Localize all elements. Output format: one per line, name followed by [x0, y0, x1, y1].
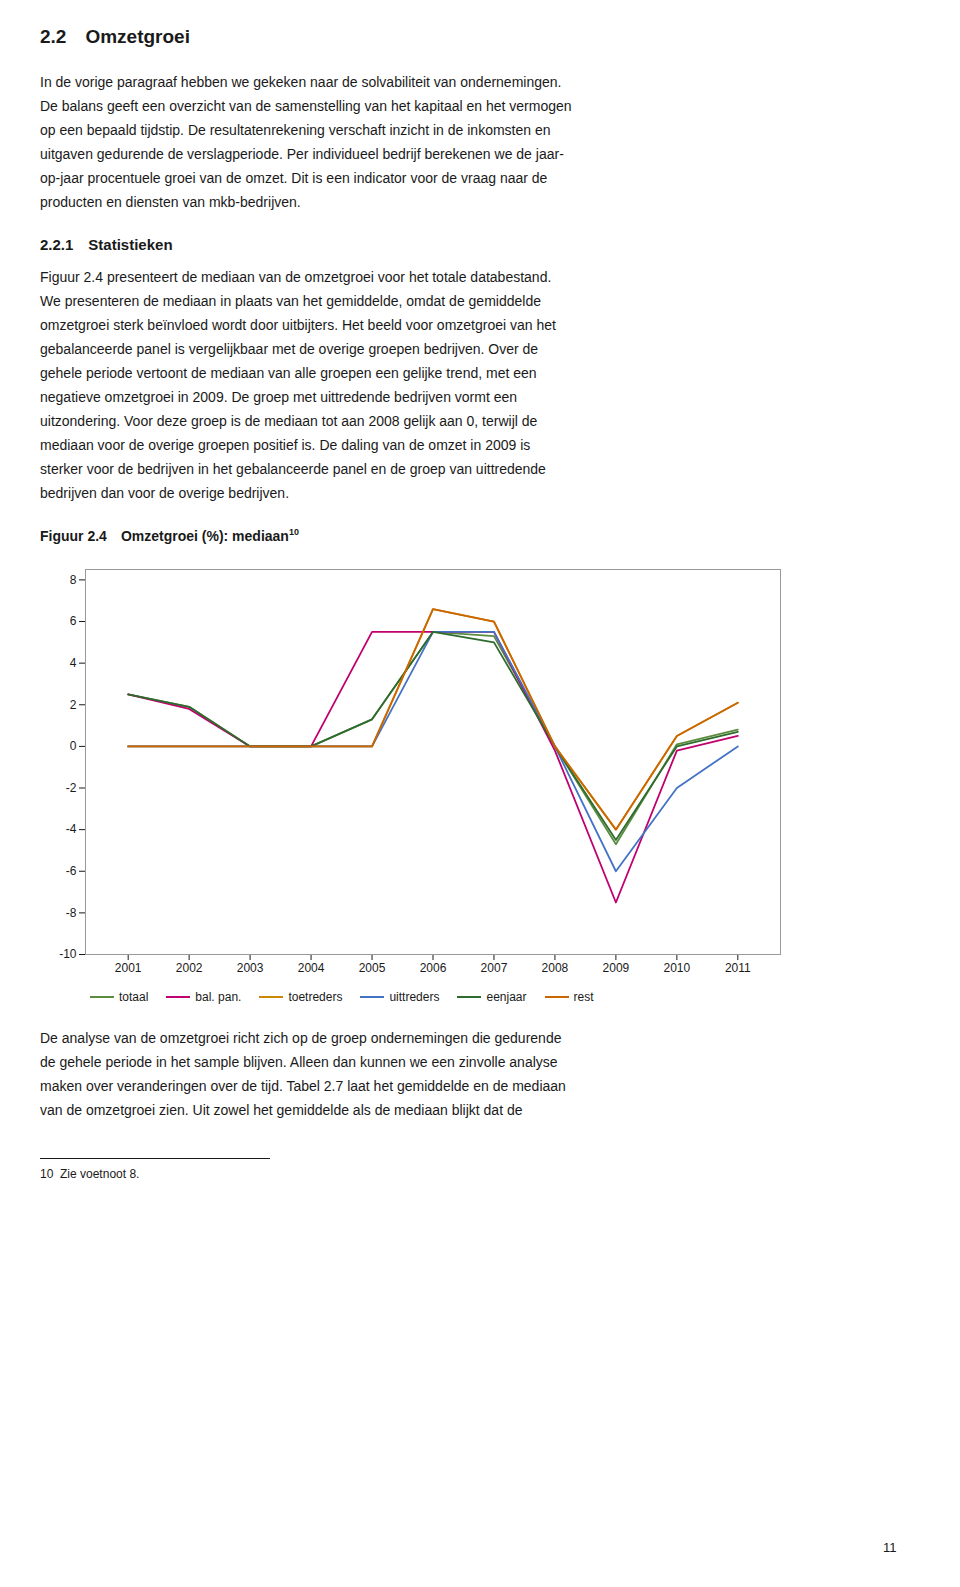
svg-text:2001: 2001 — [115, 961, 142, 975]
html-text:uittreders: uittreders — [389, 989, 440, 1004]
html-text:gebalanceerde panel is vergeli: gebalanceerde panel is vergelijkbaar met… — [40, 341, 539, 357]
svg-text:0: 0 — [70, 739, 77, 753]
html-text:op een bepaald tijdstip. De re: op een bepaald tijdstip. De resultatenre… — [40, 122, 551, 138]
svg-text:2010: 2010 — [664, 961, 691, 975]
html-text:We presenteren de mediaan in p: We presenteren de mediaan in plaats van … — [40, 293, 541, 309]
html-text:Figuur 2.4 Omzetgroei (%): med: Figuur 2.4 Omzetgroei (%): mediaan10 — [40, 527, 299, 544]
html-text:bedrijven dan voor de overige: bedrijven dan voor de overige bedrijven. — [40, 485, 289, 501]
svg-text:2005: 2005 — [359, 961, 386, 975]
html-text:mediaan voor de overige groepe: mediaan voor de overige groepen positief… — [40, 437, 531, 453]
html-text:van de omzetgroei zien. Uit zo: van de omzetgroei zien. Uit zowel het ge… — [40, 1101, 523, 1118]
html-text:uitzondering. Voor deze groep: uitzondering. Voor deze groep is de medi… — [40, 413, 538, 429]
svg-text:-6: -6 — [66, 864, 77, 878]
svg-text:2006: 2006 — [420, 961, 447, 975]
html-text:De balans geeft een overzicht: De balans geeft een overzicht van de sam… — [40, 98, 572, 114]
html-text:maken over veranderingen over: maken over veranderingen over de tijd. T… — [40, 1077, 566, 1094]
svg-text:2008: 2008 — [542, 961, 569, 975]
svg-text:2011: 2011 — [725, 961, 751, 975]
html-text:de gehele periode in het sampl: de gehele periode in het sample blijven.… — [40, 1053, 558, 1070]
html-text:11: 11 — [883, 1540, 897, 1555]
html-text:bal. pan.: bal. pan. — [195, 989, 242, 1004]
svg-text:-2: -2 — [66, 781, 77, 795]
html-text:toetreders: toetreders — [288, 989, 343, 1004]
html-text:uitgaven gedurende de verslagp: uitgaven gedurende de verslagperiode. Pe… — [40, 146, 564, 162]
html-text:op-jaar procentuele groei van: op-jaar procentuele groei van de omzet. … — [40, 170, 548, 186]
svg-text:2004: 2004 — [298, 961, 325, 975]
html-text:Figuur 2.4 presenteert de medi: Figuur 2.4 presenteert de mediaan van de… — [40, 269, 552, 285]
html-text:De analyse van de omzetgroei r: De analyse van de omzetgroei richt zich … — [40, 1029, 562, 1046]
svg-text:-10: -10 — [59, 947, 77, 961]
svg-text:2009: 2009 — [603, 961, 630, 975]
svg-text:8: 8 — [70, 572, 77, 586]
html-text:sterker voor de bedrijven in h: sterker voor de bedrijven in het gebalan… — [40, 461, 546, 477]
svg-text:2007: 2007 — [481, 961, 508, 975]
svg-text:-4: -4 — [66, 822, 77, 836]
html-text:10 Zie voetnoot 8.: 10 Zie voetnoot 8. — [40, 1166, 140, 1181]
html-text:totaal: totaal — [119, 989, 149, 1004]
html-text:negatieve omzetgroei in 2009.: negatieve omzetgroei in 2009. De groep m… — [40, 389, 518, 405]
svg-text:2002: 2002 — [176, 961, 203, 975]
html-text:2.2 Omzetgroei: 2.2 Omzetgroei — [40, 26, 190, 47]
svg-text:-8: -8 — [66, 905, 77, 919]
html-text:producten en diensten van mkb-: producten en diensten van mkb-bedrijven. — [40, 194, 301, 210]
html-text:rest: rest — [573, 989, 594, 1004]
html-text:eenjaar: eenjaar — [486, 989, 527, 1004]
svg-text:4: 4 — [70, 656, 77, 670]
html-text:omzetgroei sterk beïnvloed wor: omzetgroei sterk beïnvloed wordt door ui… — [40, 317, 556, 333]
html-text:In de vorige paragraaf hebben: In de vorige paragraaf hebben we gekeken… — [40, 74, 562, 90]
svg-text:2: 2 — [70, 697, 77, 711]
svg-text:6: 6 — [70, 614, 77, 628]
svg-text:2003: 2003 — [237, 961, 264, 975]
html-text:2.2.1 Statistieken: 2.2.1 Statistieken — [40, 236, 173, 253]
html-text:gehele periode vertoont de med: gehele periode vertoont de mediaan van a… — [40, 365, 537, 381]
